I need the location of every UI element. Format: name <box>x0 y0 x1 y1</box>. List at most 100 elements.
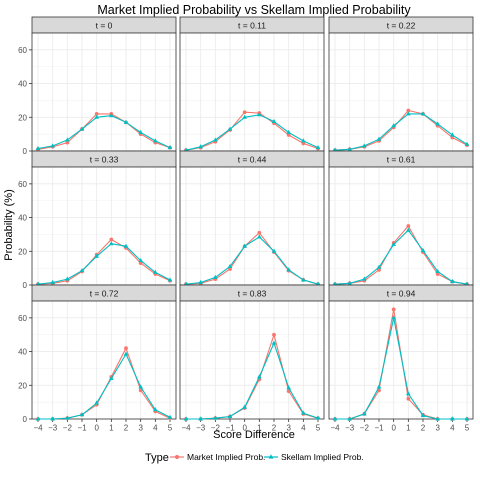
y-axis-label: Probability (%) <box>3 189 15 261</box>
data-point-market <box>257 230 262 235</box>
y-tick-label: 20 <box>18 113 27 122</box>
data-point-skellam <box>376 384 382 389</box>
data-point-skellam <box>35 416 41 421</box>
plot-background <box>329 301 473 419</box>
plot-background <box>32 301 176 419</box>
facet-strip-label: t = 0.11 <box>238 21 266 31</box>
data-point-skellam <box>435 268 440 274</box>
data-point-skellam <box>376 136 382 141</box>
x-tick-label: −2 <box>63 424 73 433</box>
data-point-skellam <box>391 315 396 320</box>
data-point-skellam <box>153 138 158 143</box>
data-point-skellam <box>271 248 277 253</box>
data-point-skellam <box>347 416 352 421</box>
data-point-skellam <box>123 119 129 124</box>
facet-panel: t = 0.94−4 −3 −2 −1 0 1 2 3 4 5 <box>328 284 474 433</box>
data-point-market <box>286 133 291 137</box>
data-point-market <box>65 140 70 145</box>
data-point-market <box>406 224 411 228</box>
data-point-skellam <box>464 141 470 146</box>
facet-strip-label: t = 0.33 <box>90 155 119 165</box>
data-point-skellam <box>435 121 440 126</box>
y-tick-label: 20 <box>18 381 27 390</box>
data-point-skellam <box>435 416 440 421</box>
series-line-skellam <box>38 352 171 420</box>
data-point-skellam <box>94 114 99 119</box>
data-point-skellam <box>242 243 247 248</box>
data-point-skellam <box>347 280 352 285</box>
x-tick-label: 0 <box>391 424 396 433</box>
data-point-market <box>138 261 143 265</box>
data-point-market <box>406 396 411 401</box>
data-point-skellam <box>450 279 455 284</box>
legend: Type Market Implied Prob. Skellam Implie… <box>145 452 364 464</box>
facet-panel: t = 0.83−4 −3 −2 −1 0 1 2 3 4 5 <box>179 284 325 433</box>
data-point-skellam <box>450 132 455 137</box>
x-tick-label: −1 <box>374 424 384 433</box>
x-tick-label: 4 <box>450 424 455 433</box>
data-point-skellam <box>79 126 85 131</box>
x-tick-label: 1 <box>109 424 114 433</box>
data-point-skellam <box>167 145 173 150</box>
data-point-skellam <box>286 129 291 134</box>
series-line-skellam <box>335 317 467 420</box>
data-point-skellam <box>153 407 158 412</box>
y-tick-label: 60 <box>18 46 27 55</box>
y-tick-label: 40 <box>18 348 27 357</box>
data-point-skellam <box>198 416 203 421</box>
y-tick-label: 20 <box>18 247 27 256</box>
legend-label-skellam: Skellam Implied Prob. <box>281 452 364 462</box>
facet-panel: t = 0.44 <box>179 150 325 287</box>
data-point-skellam <box>198 279 203 284</box>
data-point-market <box>94 112 99 116</box>
x-tick-label: −1 <box>225 424 235 433</box>
data-point-skellam <box>376 264 382 269</box>
data-point-skellam <box>450 416 455 421</box>
legend-key-skellam <box>264 454 278 459</box>
data-point-skellam <box>50 143 55 148</box>
data-point-skellam <box>227 413 233 418</box>
data-point-skellam <box>301 410 306 415</box>
plot-background <box>180 167 324 285</box>
x-tick-label: −4 <box>181 424 191 433</box>
x-tick-label: 2 <box>272 424 277 433</box>
data-point-market <box>406 108 411 113</box>
x-tick-label: 3 <box>138 424 143 433</box>
data-point-market <box>450 135 455 140</box>
data-point-skellam <box>271 340 277 345</box>
y-tick-label: 60 <box>18 314 27 323</box>
x-tick-label: −4 <box>330 424 340 433</box>
x-tick-label: 1 <box>406 424 411 433</box>
y-tick-label: 0 <box>23 147 28 156</box>
plot-background <box>32 33 176 151</box>
data-point-skellam <box>301 138 306 143</box>
facet-strip-label: t = 0.72 <box>90 289 119 299</box>
x-tick-label: 3 <box>435 424 440 433</box>
data-point-skellam <box>138 257 143 263</box>
data-point-market <box>377 267 381 272</box>
data-point-skellam <box>123 351 129 356</box>
data-point-skellam <box>362 276 367 281</box>
data-point-skellam <box>315 415 321 420</box>
x-tick-label: 4 <box>301 424 306 433</box>
data-point-skellam <box>420 413 426 418</box>
series-line-market <box>334 225 468 285</box>
facet-panel: t = 0.33 0 20 40 60 <box>18 150 177 290</box>
x-tick-label: 0 <box>242 424 247 433</box>
data-point-skellam <box>183 416 189 421</box>
series-line-skellam <box>186 341 319 420</box>
data-point-skellam <box>138 384 143 389</box>
data-point-skellam <box>227 263 233 268</box>
data-point-skellam <box>362 143 367 148</box>
series-line-market <box>37 113 171 150</box>
data-point-skellam <box>79 412 85 417</box>
data-point-market <box>242 110 247 115</box>
panel-border <box>31 300 177 420</box>
data-point-skellam <box>138 129 143 134</box>
data-point-skellam <box>109 375 114 381</box>
facet-panel: t = 0.22 <box>328 16 474 153</box>
data-point-skellam <box>167 414 173 419</box>
x-tick-label: −3 <box>48 424 58 433</box>
x-tick-label: −4 <box>33 424 43 433</box>
